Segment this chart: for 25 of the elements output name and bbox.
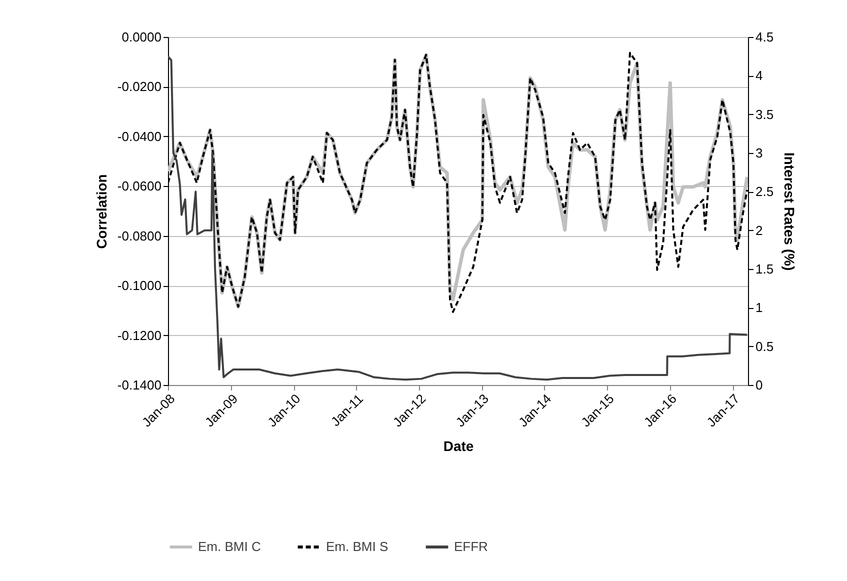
y-axis-title: Correlation [93,174,110,249]
y2-tick-label: 3.5 [756,106,774,122]
y2-tick-label: 2 [756,222,763,238]
y-tick-label: -0.1200 [117,328,162,343]
y-tick-label: -0.0400 [117,128,162,144]
y2-tick-label: 0.5 [756,338,774,354]
y2-tick-label: 1 [756,300,763,316]
y2-tick-label: 4.5 [756,30,774,44]
legend-label: Em. BMI C [198,539,261,554]
y2-tick-label: 2.5 [756,184,774,200]
legend-label: EFFR [454,539,488,554]
y2-tick-label: 4 [756,68,763,84]
y2-tick-label: 3 [756,146,763,160]
y2-tick-label: 1.5 [756,262,774,276]
y2-tick-label: 0 [756,378,763,392]
x-axis-title: Date [443,438,474,454]
y-tick-label: 0.0000 [122,30,162,44]
line-series [168,55,748,381]
y-tick-label: -0.0800 [117,228,162,244]
y-tick-label: -0.0600 [117,178,162,194]
y-tick-label: -0.0200 [117,79,162,94]
y-tick-label: -0.1400 [117,378,162,392]
legend-label: Em. BMI S [326,539,388,554]
y-tick-label: -0.1000 [117,278,162,294]
y2-axis-title: Interest Rates (%) [782,152,798,271]
